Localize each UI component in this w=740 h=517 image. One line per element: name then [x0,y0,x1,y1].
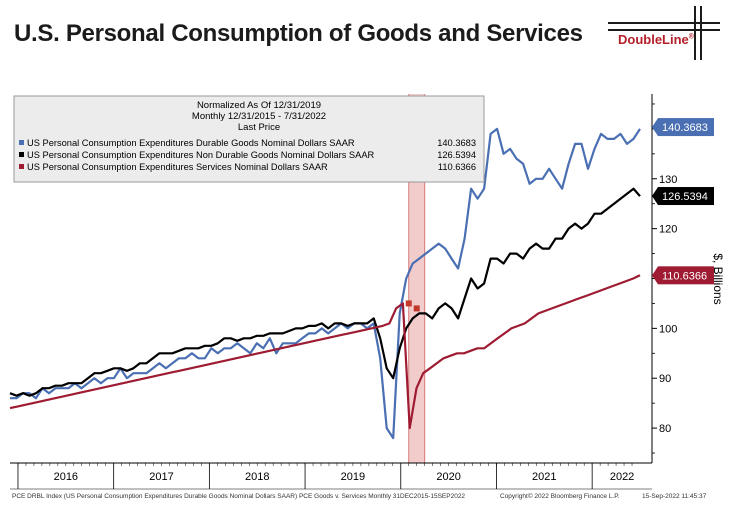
x-tick-label-2016: 2016 [54,471,78,483]
last-price-pointer [652,118,658,137]
legend-swatch-3 [19,164,24,169]
x-tick-label-2019: 2019 [341,471,365,483]
last-price-label: 110.6366 [662,270,707,282]
y-tick-label-130: 130 [659,174,677,186]
legend-entry-label-2: US Personal Consumption Expenditures Non… [27,150,375,160]
legend-header-line: Last Price [238,122,280,133]
footer-source: PCE DRBL Index (US Personal Consumption … [12,493,466,500]
recession-marker [405,300,412,307]
legend-header-line: Monthly 12/31/2015 - 7/31/2022 [192,111,326,122]
logo-text: DoubleLine® [618,32,694,47]
last-price-pointer [652,266,658,285]
legend-entry-label-1: US Personal Consumption Expenditures Dur… [27,138,355,148]
x-tick-label-2021: 2021 [532,471,556,483]
y-tick-label-80: 80 [659,423,671,435]
last-price-box [658,266,714,285]
y-tick-label-100: 100 [659,323,677,335]
recession-shading [408,94,425,463]
legend-header-line: Normalized As Of 12/31/2019 [197,100,321,111]
footer-copyright: Copyright© 2022 Bloomberg Finance L.P. [500,493,620,500]
last-price-box [658,118,714,137]
doubleline-logo: DoubleLine® [608,6,720,60]
series-line-1 [10,127,641,440]
y-tick-label-120: 120 [659,224,677,236]
x-tick-label-2020: 2020 [436,471,460,483]
y-axis-label: $, Billions [711,253,725,304]
series-line-2 [9,187,641,397]
last-price-tag-1: 140.3683 [652,118,714,137]
legend-swatch-2 [19,152,24,157]
chart-title: U.S. Personal Consumption of Goods and S… [14,20,583,47]
x-tick-label-2018: 2018 [245,471,269,483]
last-price-label: 140.3683 [662,122,708,134]
legend-swatch-1 [19,140,24,145]
footer-timestamp: 15-Sep-2022 11:45:37 [642,493,707,500]
last-price-pointer [652,187,658,206]
legend-entry-label-3: US Personal Consumption Expenditures Ser… [27,162,328,172]
last-price-label: 126.5394 [662,191,708,203]
last-price-tag-3: 110.6366 [652,266,714,285]
last-price-tag-2: 126.5394 [652,187,714,206]
legend-entry-value-1: 140.3683 [437,138,476,148]
x-tick-label-2022: 2022 [610,471,634,483]
legend-entry-value-3: 110.6366 [438,162,476,172]
legend-entry-value-2: 126.5394 [437,150,476,160]
x-tick-label-2017: 2017 [149,471,173,483]
recession-marker [413,305,420,312]
last-price-box [658,187,714,206]
y-tick-label-90: 90 [659,373,671,385]
series-line-3 [9,274,641,430]
legend-box [13,95,485,183]
